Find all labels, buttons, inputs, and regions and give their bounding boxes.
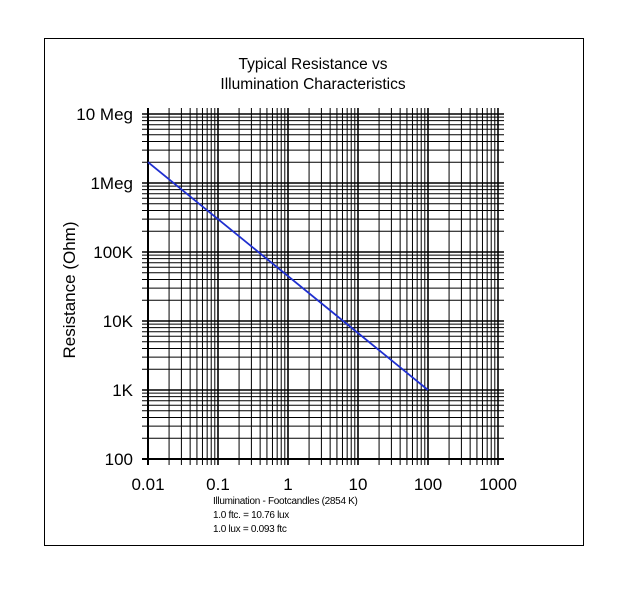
resistance-curve [147, 161, 429, 391]
conversion-note-lux-to-ftc: 1.0 lux = 0.093 ftc [213, 524, 287, 535]
series-layer [147, 161, 429, 391]
y-tick-label: 1Meg [90, 174, 133, 193]
y-tick-label: 100K [93, 243, 133, 262]
chart-frame [44, 38, 584, 546]
x-tick-label: 0.1 [206, 475, 230, 494]
grid [142, 108, 504, 465]
y-tick-label: 100 [105, 450, 133, 469]
chart-title-line-2: Illumination Characteristics [220, 76, 405, 93]
y-axis-label: Resistance (Ohm) [60, 222, 79, 359]
x-tick-label: 10 [349, 475, 368, 494]
y-tick-label: 10K [103, 312, 134, 331]
y-tick-label: 1K [112, 381, 133, 400]
x-tick-label: 0.01 [131, 475, 164, 494]
y-tick-labels: 10 Meg 1Meg 100K 10K 1K 100 [76, 105, 133, 469]
y-tick-label: 10 Meg [76, 105, 133, 124]
x-tick-label: 100 [414, 475, 442, 494]
x-tick-label: 1000 [479, 475, 517, 494]
conversion-note-ftc-to-lux: 1.0 ftc. = 10.76 lux [213, 510, 289, 521]
plot-area [142, 108, 504, 465]
chart-title-line-1: Typical Resistance vs [238, 56, 387, 73]
x-axis-label: Illumination - Footcandles (2854 K) [213, 496, 358, 507]
x-tick-label: 1 [283, 475, 292, 494]
x-tick-labels: 0.01 0.1 1 10 100 1000 [131, 475, 516, 494]
